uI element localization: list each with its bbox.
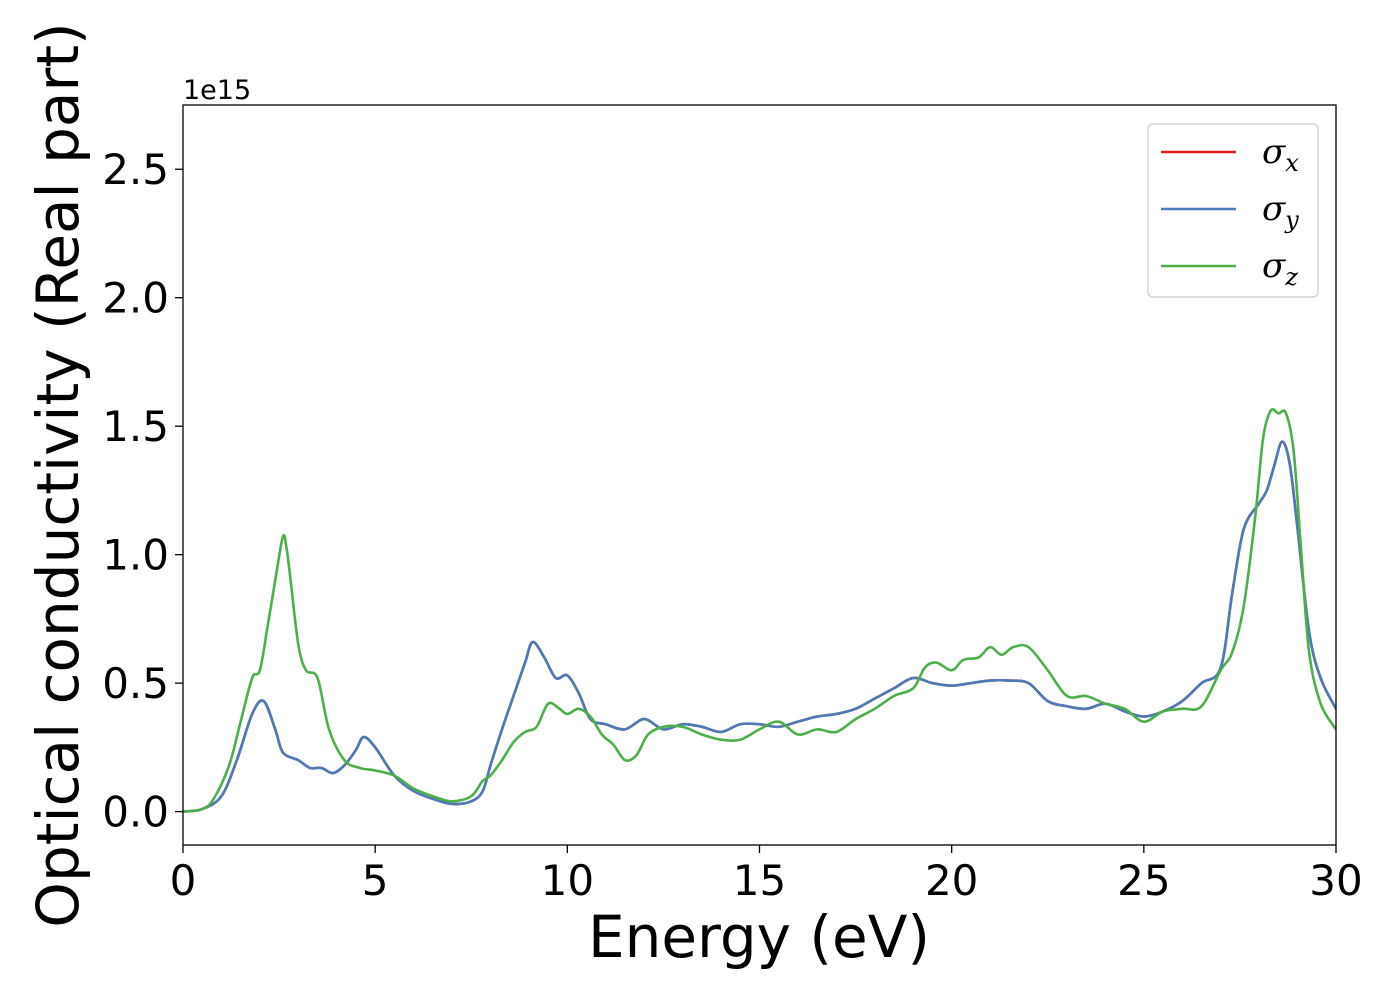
y-tick-label: 0.0 (102, 788, 169, 837)
x-axis-label: Energy (eV) (588, 903, 930, 971)
x-tick-label: 0 (170, 856, 197, 905)
x-tick-label: 10 (541, 856, 594, 905)
x-tick-label: 20 (925, 856, 978, 905)
y-tick-label: 1.0 (102, 531, 169, 580)
x-tick-label: 15 (733, 856, 786, 905)
x-tick-label: 25 (1117, 856, 1170, 905)
y-tick-label: 2.0 (102, 274, 169, 323)
y-axis-label: Optical conductivity (Real part) (24, 22, 92, 927)
y-tick-label: 2.5 (102, 145, 169, 194)
x-tick-label: 5 (362, 856, 389, 905)
y-tick-label: 0.5 (102, 659, 169, 708)
y-offset-text: 1e15 (183, 75, 251, 106)
y-tick-label: 1.5 (102, 402, 169, 451)
x-tick-label: 30 (1309, 856, 1362, 905)
